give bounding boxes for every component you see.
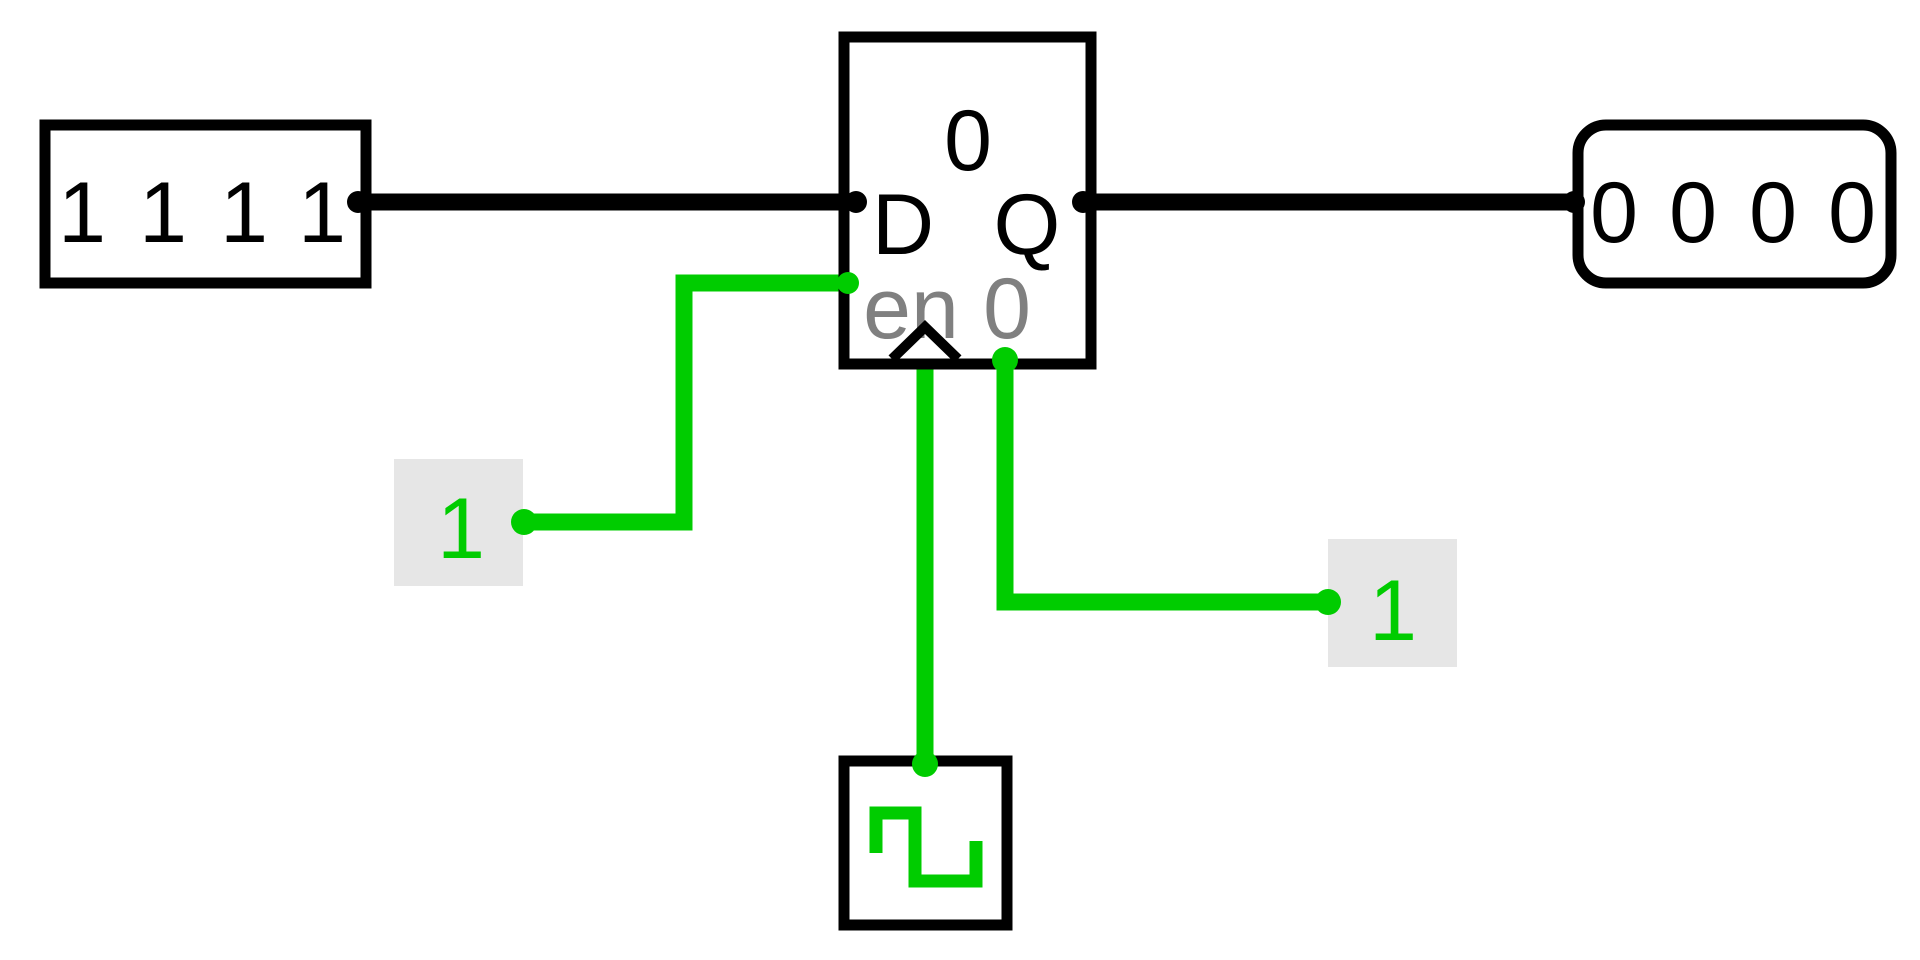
input-pin[interactable]: 1 1 1 1 xyxy=(39,119,372,289)
clear-constant-port[interactable] xyxy=(1315,589,1341,615)
output-bit-2: 0 xyxy=(1669,165,1717,261)
input-pin-port[interactable] xyxy=(347,191,369,213)
output-pin[interactable]: 0 0 0 0 xyxy=(1563,119,1897,289)
register-clr-label: 0 xyxy=(983,261,1031,357)
register-d-port[interactable] xyxy=(845,191,867,213)
clock-source[interactable] xyxy=(838,751,1013,931)
register[interactable]: 0 D Q en 0 xyxy=(837,31,1097,373)
clear-constant[interactable]: 1 xyxy=(1315,539,1457,667)
register-d-label: D xyxy=(872,177,934,273)
wire-enable[interactable] xyxy=(526,274,848,531)
input-bit-3: 1 xyxy=(58,165,106,261)
output-pin-port[interactable] xyxy=(1563,191,1585,213)
output-bit-1: 0 xyxy=(1749,165,1797,261)
output-bit-3: 0 xyxy=(1590,165,1638,261)
output-bit-0: 0 xyxy=(1828,165,1876,261)
input-bit-0: 1 xyxy=(298,165,346,261)
enable-constant-port[interactable] xyxy=(511,509,537,535)
register-q-label: Q xyxy=(994,177,1061,273)
clear-constant-value: 1 xyxy=(1369,563,1417,659)
wires xyxy=(349,193,1583,764)
register-value: 0 xyxy=(944,93,992,189)
input-bit-2: 1 xyxy=(139,165,187,261)
clock-port[interactable] xyxy=(912,751,938,777)
register-q-port[interactable] xyxy=(1072,191,1094,213)
enable-constant[interactable]: 1 xyxy=(394,459,537,586)
input-bit-1: 1 xyxy=(220,165,268,261)
wire-clear[interactable] xyxy=(996,360,1328,611)
square-wave-icon xyxy=(869,806,983,888)
enable-constant-value: 1 xyxy=(437,481,485,577)
register-clr-port[interactable] xyxy=(992,347,1018,373)
clock-triangle-icon xyxy=(888,320,962,363)
register-en-port[interactable] xyxy=(837,272,859,294)
